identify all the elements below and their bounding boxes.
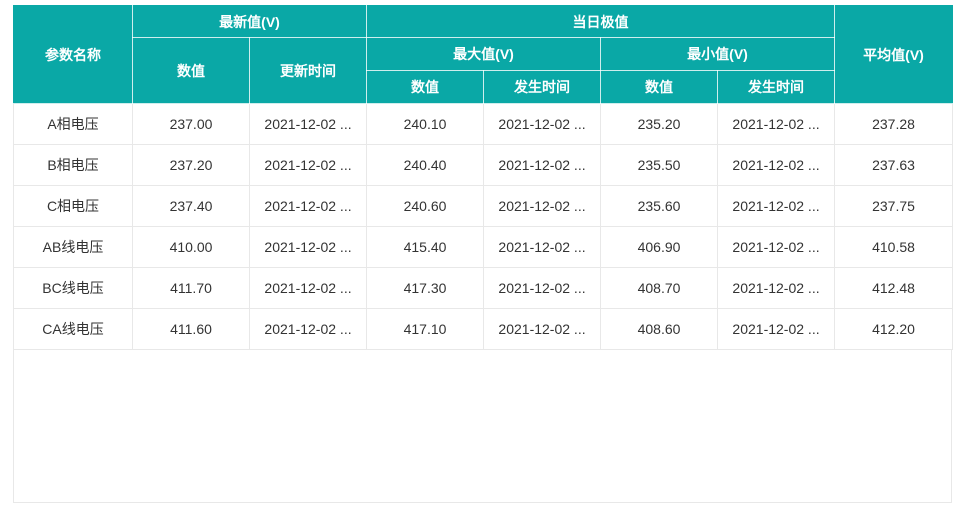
cell-max-value: 240.60 — [366, 185, 485, 227]
cell-average: 237.75 — [834, 185, 954, 227]
cell-param-name: B相电压 — [13, 144, 133, 186]
voltage-data-table: 参数名称 最新值(V) 当日极值 平均值(V) 数值 更新时间 最大值(V) 最… — [13, 5, 954, 503]
cell-param-name: C相电压 — [13, 185, 133, 227]
cell-max-time: 2021-12-02 ... — [483, 308, 602, 350]
cell-max-value: 415.40 — [366, 226, 485, 268]
header-latest-value: 数值 — [132, 37, 250, 104]
cell-average: 237.63 — [834, 144, 954, 186]
cell-latest-time: 2021-12-02 ... — [248, 103, 368, 145]
cell-max-time: 2021-12-02 ... — [483, 267, 602, 309]
table-row: A相电压 237.00 2021-12-02 ... 240.10 2021-1… — [13, 103, 954, 145]
cell-min-value: 408.70 — [600, 267, 719, 309]
header-min-time: 发生时间 — [717, 70, 836, 104]
header-max-value: 数值 — [366, 70, 485, 104]
table-row: CA线电压 411.60 2021-12-02 ... 417.10 2021-… — [13, 308, 954, 350]
cell-average: 410.58 — [834, 226, 954, 268]
header-daily-extreme-group: 当日极值 — [366, 5, 836, 38]
cell-max-value: 417.30 — [366, 267, 485, 309]
cell-latest-value: 410.00 — [132, 226, 250, 268]
cell-average: 412.20 — [834, 308, 954, 350]
cell-param-name: BC线电压 — [13, 267, 133, 309]
cell-latest-value: 237.00 — [132, 103, 250, 145]
table-row: B相电压 237.20 2021-12-02 ... 240.40 2021-1… — [13, 144, 954, 186]
header-param-name: 参数名称 — [13, 5, 133, 104]
cell-param-name: A相电压 — [13, 103, 133, 145]
header-latest-group: 最新值(V) — [131, 5, 368, 38]
cell-min-value: 235.60 — [600, 185, 719, 227]
table-row: C相电压 237.40 2021-12-02 ... 240.60 2021-1… — [13, 185, 954, 227]
header-min-group: 最小值(V) — [600, 37, 836, 71]
cell-min-time: 2021-12-02 ... — [717, 185, 836, 227]
cell-latest-time: 2021-12-02 ... — [248, 144, 368, 186]
cell-latest-value: 237.20 — [132, 144, 250, 186]
cell-min-value: 235.20 — [600, 103, 719, 145]
cell-max-value: 240.40 — [366, 144, 485, 186]
cell-latest-value: 411.60 — [132, 308, 250, 350]
cell-min-time: 2021-12-02 ... — [717, 144, 836, 186]
header-max-group: 最大值(V) — [366, 37, 602, 71]
cell-max-time: 2021-12-02 ... — [483, 185, 602, 227]
header-max-time: 发生时间 — [483, 70, 602, 104]
cell-latest-value: 237.40 — [132, 185, 250, 227]
cell-max-time: 2021-12-02 ... — [483, 144, 602, 186]
cell-max-time: 2021-12-02 ... — [483, 226, 602, 268]
voltage-table: 参数名称 最新值(V) 当日极值 平均值(V) 数值 更新时间 最大值(V) 最… — [13, 5, 954, 350]
header-min-value: 数值 — [600, 70, 719, 104]
cell-min-time: 2021-12-02 ... — [717, 267, 836, 309]
cell-min-time: 2021-12-02 ... — [717, 308, 836, 350]
cell-min-time: 2021-12-02 ... — [717, 226, 836, 268]
cell-latest-time: 2021-12-02 ... — [248, 267, 368, 309]
header-row-3: 数值 发生时间 数值 发生时间 — [14, 70, 953, 104]
cell-param-name: AB线电压 — [13, 226, 133, 268]
cell-latest-value: 411.70 — [132, 267, 250, 309]
table-header: 参数名称 最新值(V) 当日极值 平均值(V) 数值 更新时间 最大值(V) 最… — [13, 5, 954, 104]
cell-latest-time: 2021-12-02 ... — [248, 226, 368, 268]
cell-max-time: 2021-12-02 ... — [483, 103, 602, 145]
cell-min-value: 408.60 — [600, 308, 719, 350]
header-row-1: 参数名称 最新值(V) 当日极值 平均值(V) — [13, 5, 954, 104]
cell-min-time: 2021-12-02 ... — [717, 103, 836, 145]
table-body: A相电压 237.00 2021-12-02 ... 240.10 2021-1… — [13, 103, 954, 350]
header-row-2: 数值 更新时间 最大值(V) 最小值(V) — [14, 37, 953, 104]
table-row: BC线电压 411.70 2021-12-02 ... 417.30 2021-… — [13, 267, 954, 309]
header-average: 平均值(V) — [834, 5, 954, 104]
cell-latest-time: 2021-12-02 ... — [248, 185, 368, 227]
table-row: AB线电压 410.00 2021-12-02 ... 415.40 2021-… — [13, 226, 954, 268]
cell-max-value: 240.10 — [366, 103, 485, 145]
cell-average: 237.28 — [834, 103, 954, 145]
cell-min-value: 235.50 — [600, 144, 719, 186]
cell-param-name: CA线电压 — [13, 308, 133, 350]
table-empty-area — [13, 340, 952, 503]
cell-average: 412.48 — [834, 267, 954, 309]
cell-latest-time: 2021-12-02 ... — [248, 308, 368, 350]
cell-min-value: 406.90 — [600, 226, 719, 268]
header-latest-time: 更新时间 — [248, 37, 368, 104]
cell-max-value: 417.10 — [366, 308, 485, 350]
